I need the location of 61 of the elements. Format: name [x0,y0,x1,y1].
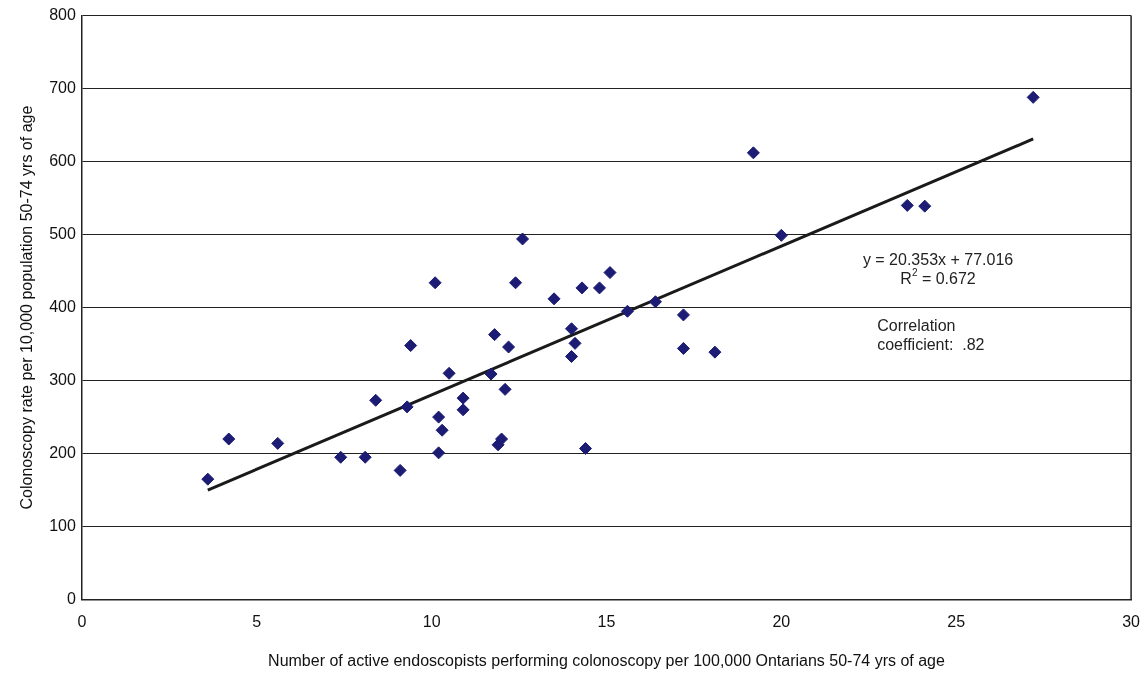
x-tick-label: 30 [1122,612,1141,630]
point [565,350,579,364]
x-tick-label: 5 [252,612,262,630]
point [456,391,470,405]
y-tick-label: 500 [49,225,76,243]
point [676,341,690,355]
point [442,366,456,380]
point [603,266,617,280]
annotation: Correlation coefficient: .82 [877,317,985,353]
point [593,281,606,295]
point [774,228,788,242]
point [620,304,634,318]
point [568,336,582,350]
point [1026,90,1040,104]
point [334,450,348,464]
point [456,403,470,417]
y-tick-label: 300 [49,371,76,389]
point [484,367,498,381]
annotation: y = 20.353x + 77.016 [862,251,1014,269]
y-tick-label: 600 [49,152,76,170]
point [201,472,215,486]
point [502,340,516,354]
x-axis-title: Number of active endoscopists performing colonoscopy per 100,000 Ontarians 50-74 yrs of age [268,651,946,669]
point [358,450,372,464]
y-axis-title: Colonoscopy rate per 10,000 population 50-74 yrs of age [18,105,36,510]
y-tick-label: 700 [49,79,76,97]
x-tick-label: 10 [422,612,441,630]
point [495,432,509,446]
x-tick-label: 15 [597,612,616,630]
point [498,382,512,396]
point [404,339,418,353]
x-tick-label: 25 [947,612,966,630]
point [435,423,449,437]
point [575,281,589,295]
point [676,308,690,322]
x-tick-label: 0 [77,612,87,630]
point [432,410,446,424]
point [579,441,593,455]
point [746,146,760,160]
point [918,199,932,213]
y-tick-label: 0 [66,590,76,608]
point [393,463,407,477]
y-tick-label: 800 [49,6,76,24]
y-tick-label: 200 [49,444,76,462]
y-tick-label: 400 [49,298,76,316]
point [900,198,914,212]
point [369,393,383,407]
point [271,436,285,450]
x-tick-label: 20 [772,612,791,630]
y-tick-label: 100 [49,517,76,535]
point [547,292,561,306]
point [488,328,502,342]
point [400,400,414,414]
point [516,232,530,246]
point [428,276,442,290]
point [648,295,662,309]
point [509,276,523,290]
point [708,345,722,359]
point [222,432,236,446]
point [565,322,579,336]
point [432,446,446,460]
